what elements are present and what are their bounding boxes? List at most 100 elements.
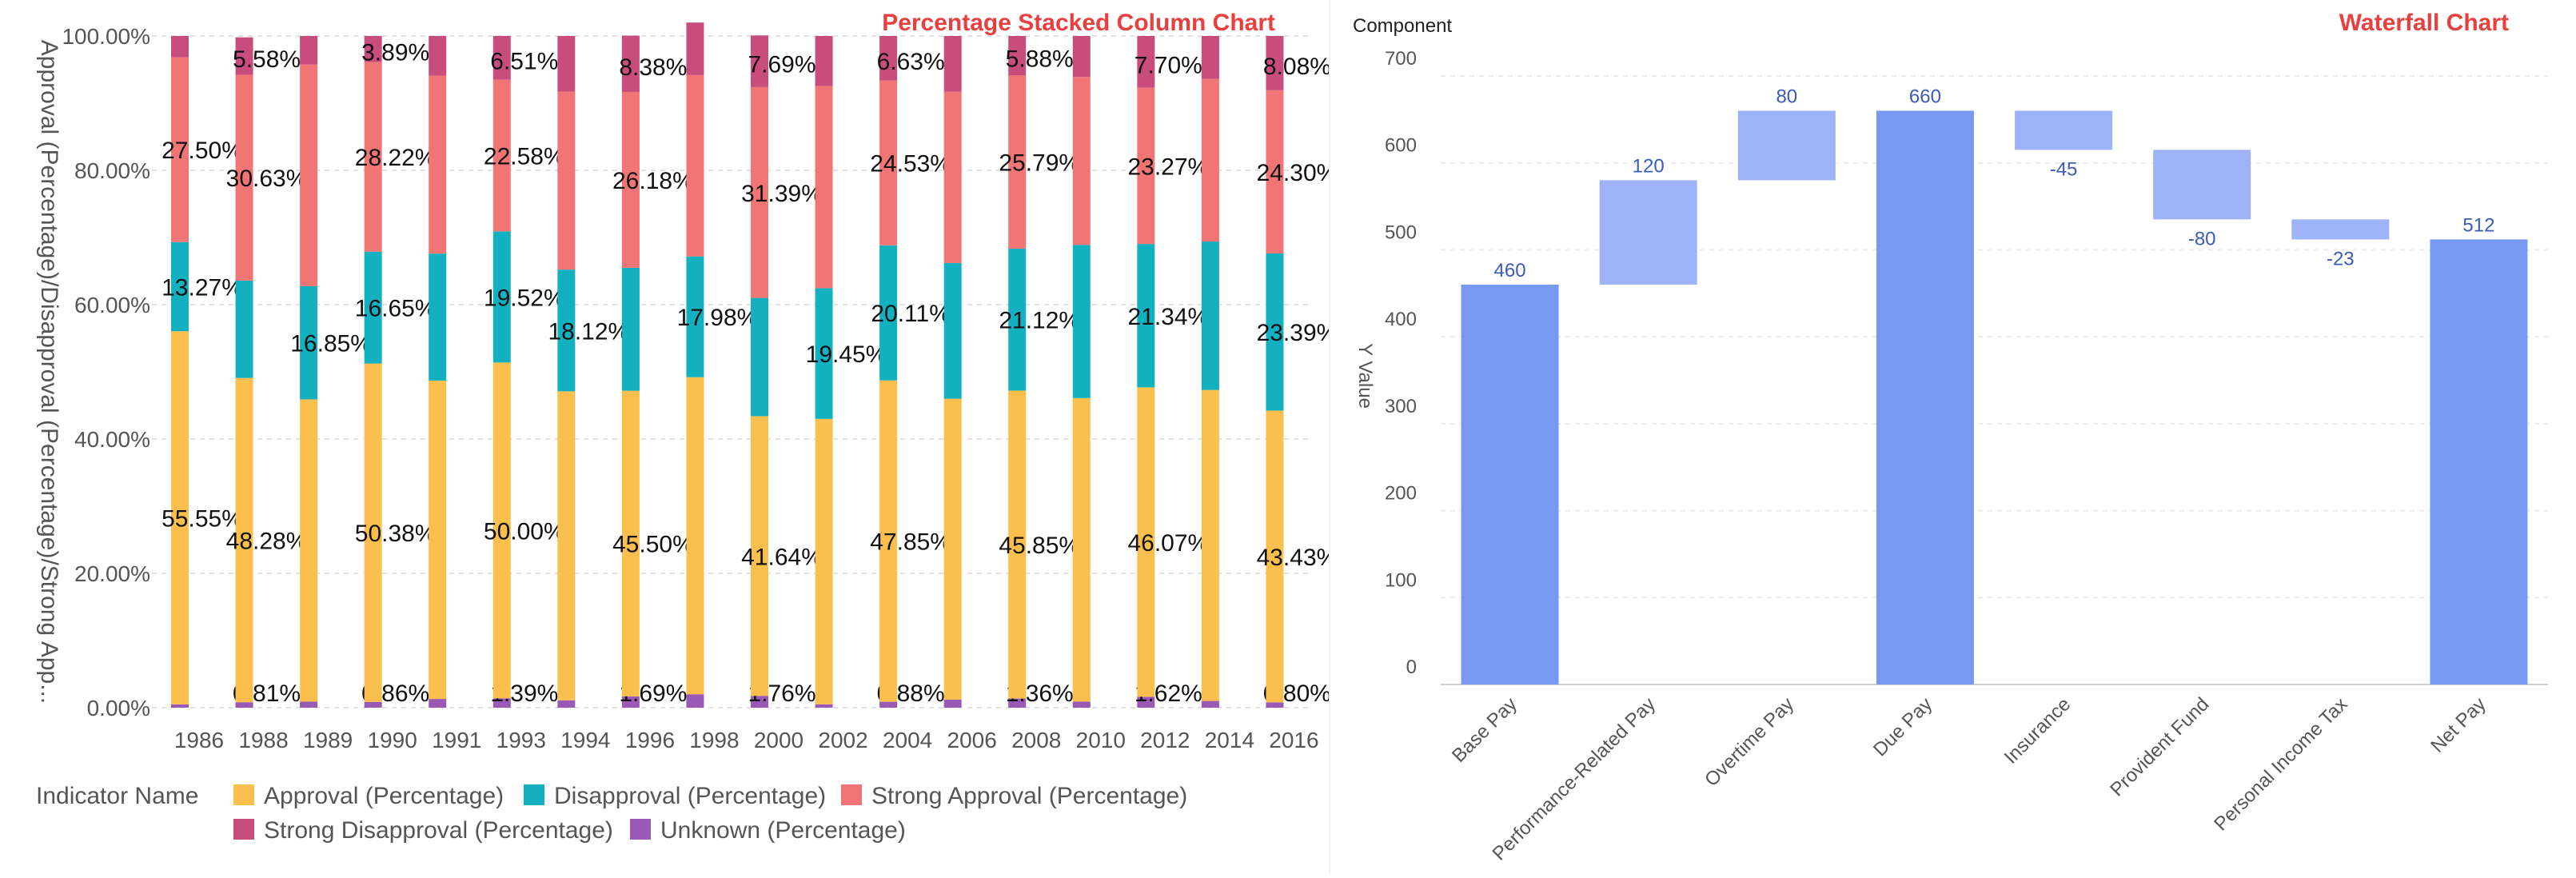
y-axis-label: Y Value bbox=[1354, 343, 1376, 409]
bar-strong-approval-percentage-2012 bbox=[1137, 87, 1155, 245]
bar-strong-approval-percentage-2014 bbox=[1201, 78, 1219, 242]
bar-unknown-percentage-1986 bbox=[171, 704, 189, 708]
x-tick-label: 2010 bbox=[1076, 728, 1126, 752]
stacked-chart: Percentage Stacked Column Chart 0.00% 20.0… bbox=[36, 10, 1338, 844]
legend-swatch-unknown-percentage bbox=[630, 819, 651, 840]
data-label: 19.45% bbox=[806, 341, 887, 368]
bar-approval-percentage-1990 bbox=[364, 363, 382, 702]
data-label: 6.51% bbox=[490, 48, 558, 74]
x-tick-label: 1994 bbox=[560, 728, 610, 752]
data-label: 6.63% bbox=[877, 49, 945, 75]
data-label: 5.58% bbox=[233, 46, 301, 73]
bar-disapproval-percentage-1993 bbox=[492, 231, 511, 363]
data-label: 50.00% bbox=[484, 518, 565, 545]
bar-disapproval-percentage-2008 bbox=[1008, 249, 1027, 391]
waterfall-bar-insurance bbox=[2015, 110, 2113, 150]
data-label: 7.70% bbox=[1134, 52, 1202, 78]
legend-item-disapproval-percentage: Disapproval (Percentage) bbox=[554, 783, 826, 809]
y-tick-label: 400 bbox=[1385, 309, 1417, 330]
bar-strong-disapproval-percentage-1989 bbox=[300, 36, 318, 65]
legend-item-approval-percentage: Approval (Percentage) bbox=[264, 783, 504, 809]
x-tick-label: 1989 bbox=[303, 728, 353, 752]
x-tick-label: Personal Income Tax bbox=[2210, 693, 2351, 835]
bar-strong-approval-percentage-1993 bbox=[492, 79, 511, 232]
bar-strong-approval-percentage-1989 bbox=[300, 64, 318, 286]
bar-unknown-percentage-2006 bbox=[943, 699, 962, 708]
x-tick-label: 2004 bbox=[883, 728, 932, 752]
bar-strong-disapproval-percentage-1994 bbox=[557, 36, 576, 92]
bar-strong-approval-percentage-1990 bbox=[364, 62, 382, 252]
bar-approval-percentage-1986 bbox=[171, 331, 189, 704]
data-label: 45.85% bbox=[999, 533, 1080, 559]
bar-strong-disapproval-percentage-2016 bbox=[1266, 36, 1284, 90]
bar-strong-approval-percentage-2008 bbox=[1008, 75, 1027, 249]
bar-disapproval-percentage-1994 bbox=[557, 269, 576, 392]
waterfall-bar-personal-income-tax bbox=[2291, 219, 2390, 240]
bar-disapproval-percentage-2010 bbox=[1072, 245, 1091, 398]
data-label: -45 bbox=[2050, 158, 2078, 180]
y-tick-label: 0 bbox=[1406, 657, 1417, 678]
data-label: 80 bbox=[1776, 86, 1797, 107]
data-label: 55.55% bbox=[161, 505, 243, 532]
legend-title: Indicator Name bbox=[36, 783, 198, 809]
bar-strong-disapproval-percentage-1988 bbox=[235, 37, 253, 75]
legend-title: Component bbox=[1353, 15, 1452, 37]
bar-strong-disapproval-percentage-2014 bbox=[1201, 36, 1219, 79]
bar-strong-disapproval-percentage-1998 bbox=[686, 22, 704, 75]
data-label: 46.07% bbox=[1127, 530, 1209, 557]
bar-approval-percentage-1991 bbox=[429, 380, 447, 700]
data-label: 20.11% bbox=[871, 301, 951, 327]
bar-unknown-percentage-1998 bbox=[686, 694, 704, 708]
bar-strong-disapproval-percentage-1993 bbox=[492, 36, 511, 80]
bar-disapproval-percentage-1988 bbox=[235, 280, 253, 378]
bar-unknown-percentage-2012 bbox=[1137, 696, 1155, 708]
panel-divider bbox=[1329, 0, 1330, 874]
bar-unknown-percentage-1991 bbox=[429, 699, 447, 708]
data-label: 18.12% bbox=[548, 318, 629, 345]
bar-unknown-percentage-1990 bbox=[364, 701, 382, 708]
bar-strong-disapproval-percentage-2002 bbox=[815, 36, 833, 86]
bar-approval-percentage-1998 bbox=[686, 377, 704, 695]
bar-disapproval-percentage-2012 bbox=[1137, 244, 1155, 388]
x-tick-label: 1993 bbox=[496, 728, 546, 752]
bar-disapproval-percentage-2006 bbox=[943, 262, 962, 399]
bar-strong-approval-percentage-1991 bbox=[429, 75, 447, 254]
data-label: 45.50% bbox=[612, 532, 694, 558]
y-tick-label: 300 bbox=[1385, 396, 1417, 417]
x-tick-label: 1988 bbox=[238, 728, 288, 752]
data-label: 13.27% bbox=[161, 274, 243, 301]
legend-item-strong-disapproval-percentage: Strong Disapproval (Percentage) bbox=[264, 817, 613, 844]
bar-strong-disapproval-percentage-2010 bbox=[1072, 36, 1091, 78]
bar-unknown-percentage-2016 bbox=[1266, 702, 1284, 708]
x-tick-label: 1996 bbox=[625, 728, 675, 752]
waterfall-chart-panel: Waterfall Chart Component 0 100 200 300 400 500… bbox=[1329, 0, 2576, 874]
bar-strong-approval-percentage-2010 bbox=[1072, 77, 1091, 245]
y-tick-label: 20.00% bbox=[74, 561, 150, 586]
data-label: 43.43% bbox=[1257, 545, 1329, 571]
x-tick-label: 2014 bbox=[1205, 728, 1254, 752]
bar-approval-percentage-2004 bbox=[879, 380, 898, 702]
x-tick-label: Net Pay bbox=[2426, 693, 2490, 756]
chart-title: Waterfall Chart bbox=[2339, 10, 2509, 36]
bar-approval-percentage-2014 bbox=[1201, 389, 1219, 701]
bar-disapproval-percentage-2004 bbox=[879, 245, 898, 381]
bar-strong-disapproval-percentage-1990 bbox=[364, 36, 382, 62]
data-label: 31.39% bbox=[741, 181, 823, 207]
x-tick-label: 2012 bbox=[1140, 728, 1190, 752]
data-label: 8.08% bbox=[1263, 54, 1329, 80]
data-label: 21.12% bbox=[999, 308, 1080, 334]
data-label: 512 bbox=[2462, 214, 2494, 236]
data-label: 50.38% bbox=[355, 521, 437, 547]
bar-unknown-percentage-2002 bbox=[815, 704, 833, 708]
x-tick-label: Performance-Related Pay bbox=[1489, 693, 1660, 864]
bar-disapproval-percentage-2002 bbox=[815, 288, 833, 419]
x-tick-label: Base Pay bbox=[1448, 693, 1521, 767]
data-label: 19.52% bbox=[484, 285, 565, 311]
bar-unknown-percentage-2008 bbox=[1008, 698, 1027, 708]
x-tick-label: 2002 bbox=[818, 728, 867, 752]
bar-disapproval-percentage-1991 bbox=[429, 253, 447, 381]
legend-item-unknown-percentage: Unknown (Percentage) bbox=[660, 817, 906, 844]
bar-strong-disapproval-percentage-2006 bbox=[943, 36, 962, 92]
data-label: 7.69% bbox=[748, 52, 815, 78]
data-label: 47.85% bbox=[870, 529, 951, 556]
